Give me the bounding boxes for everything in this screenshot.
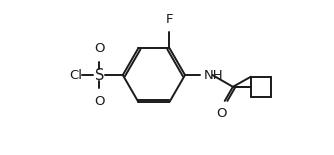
Text: O: O (94, 95, 105, 108)
Text: Cl: Cl (69, 69, 82, 82)
Text: O: O (216, 107, 227, 120)
Text: O: O (94, 42, 105, 55)
Text: S: S (95, 68, 104, 83)
Text: NH: NH (204, 69, 223, 82)
Text: F: F (166, 13, 173, 26)
